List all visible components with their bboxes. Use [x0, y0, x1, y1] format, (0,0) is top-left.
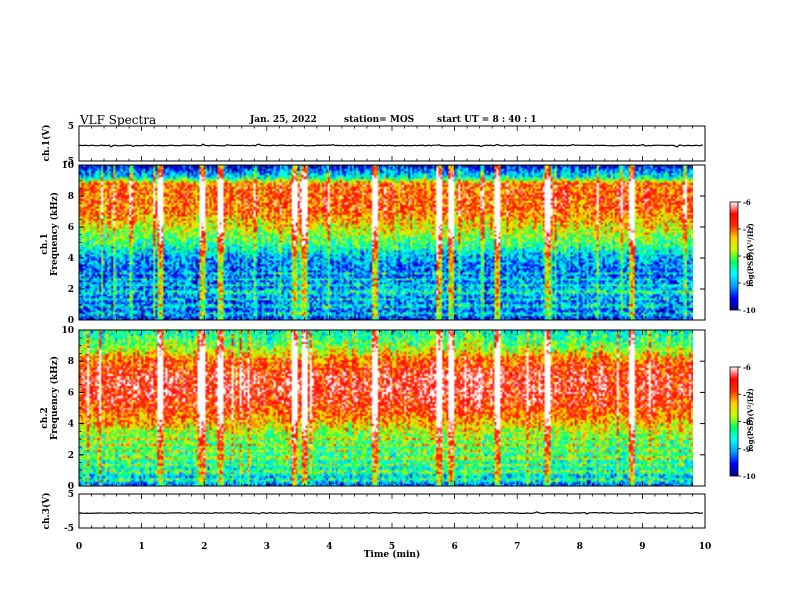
- date-label: Jan. 25, 2022: [250, 115, 317, 125]
- ch2-spectrogram-image: [79, 330, 693, 486]
- x-tick-label: 6: [451, 542, 457, 552]
- ch3-waveform-ylabel: ch.3(V): [41, 493, 52, 530]
- ch1-spectrogram-ytick-label: 0: [68, 316, 74, 326]
- x-tick-label: 3: [264, 542, 270, 552]
- ch1-waveform-ytick-label: 5: [68, 122, 74, 132]
- ch1-spectrogram-ytick-label: 10: [61, 161, 74, 171]
- x-tick-label: 8: [577, 542, 583, 552]
- ch1-spectrogram-image: [79, 165, 693, 320]
- x-tick-label: 7: [514, 542, 520, 552]
- ch2-spectrogram-colorbar: [729, 366, 739, 477]
- ch2-spectrogram-ytick-label: 4: [68, 420, 74, 430]
- ch1-spectrogram-colorbar-tick-label: -9: [743, 279, 751, 288]
- x-tick-label: 9: [639, 542, 645, 552]
- x-tick-label: 4: [326, 542, 332, 552]
- ch1-spectrogram-ytick-label: 8: [68, 192, 74, 202]
- ch2-colorbar-label: log(PSD)(V²/Hz): [746, 388, 755, 452]
- panels-layer: [78, 143, 704, 515]
- ch2-spectrogram-ytick-label: 10: [61, 326, 74, 336]
- ch1-spectrogram-colorbar-tick-label: -6: [743, 198, 751, 207]
- ch1-spectrogram-colorbar: [729, 201, 739, 311]
- ch1-spectrogram-ytick-label: 4: [68, 254, 74, 264]
- ch3-waveform-ytick-label: -5: [64, 524, 74, 534]
- x-tick-label: 5: [389, 542, 395, 552]
- ch1-spectrogram-ytick-label: 2: [68, 285, 74, 295]
- ch1-spectrogram-colorbar-tick-label: -8: [743, 252, 751, 261]
- ch2-spectrogram-colorbar-tick-label: -10: [743, 472, 756, 481]
- ch2-spectrogram-colorbar-tick-label: -8: [743, 418, 751, 427]
- x-tick-label: 10: [699, 542, 712, 552]
- ch3-waveform-frame: [78, 493, 706, 529]
- ch1-spectrogram-colorbar-tick-label: -10: [743, 306, 756, 315]
- ch3-waveform-ytick-label: 5: [68, 490, 74, 500]
- ch2-spectrogram-colorbar-tick-label: -6: [743, 363, 751, 372]
- x-tick-label: 0: [76, 542, 82, 552]
- ch1-waveform-trace: [78, 143, 703, 148]
- ch3-waveform-trace: [78, 511, 704, 515]
- chart-title: VLF Spectra: [80, 113, 157, 127]
- ch1-colorbar-label: log(PSD)(V²/Hz): [746, 223, 755, 287]
- x-tick-label: 2: [201, 542, 207, 552]
- ch2-spectrogram-colorbar-tick-label: -9: [743, 445, 751, 454]
- labels-layer: ch.1(V) ch.1 Frequency (kHz) ch.2 Freque…: [40, 125, 755, 560]
- ch1-spectrogram-ylabel-line1: ch.1: [40, 233, 50, 254]
- ch1-waveform-ylabel: ch.1(V): [41, 125, 52, 162]
- ch2-spectrogram-ylabel-line2: Frequency (kHz): [49, 356, 60, 440]
- ch2-spectrogram-ytick-label: 6: [68, 388, 74, 398]
- start-time-label: start UT = 8 : 40 : 1: [437, 115, 537, 125]
- x-axis-label: Time (min): [364, 549, 421, 560]
- ch1-waveform-ytick-label: -5: [64, 157, 74, 167]
- ch2-spectrogram-colorbar-tick-label: -7: [743, 390, 751, 399]
- ch2-spectrogram-ytick-label: 8: [68, 357, 74, 367]
- ch2-spectrogram-ylabel-line1: ch.2: [40, 407, 50, 428]
- ch1-spectrogram-ylabel-line2: Frequency (kHz): [49, 192, 60, 276]
- ch1-waveform-frame: [78, 125, 706, 162]
- ch2-spectrogram-ytick-label: 0: [68, 482, 74, 492]
- station-label: station= MOS: [344, 115, 415, 125]
- ch2-spectrogram-ytick-label: 2: [68, 451, 74, 461]
- ch1-spectrogram-colorbar-tick-label: -7: [743, 225, 751, 234]
- x-tick-label: 1: [138, 542, 144, 552]
- ch1-spectrogram-ytick-label: 6: [68, 223, 74, 233]
- ticks-layer: 5-51086420-6-7-8-9-101086420-6-7-8-9-105…: [61, 122, 755, 552]
